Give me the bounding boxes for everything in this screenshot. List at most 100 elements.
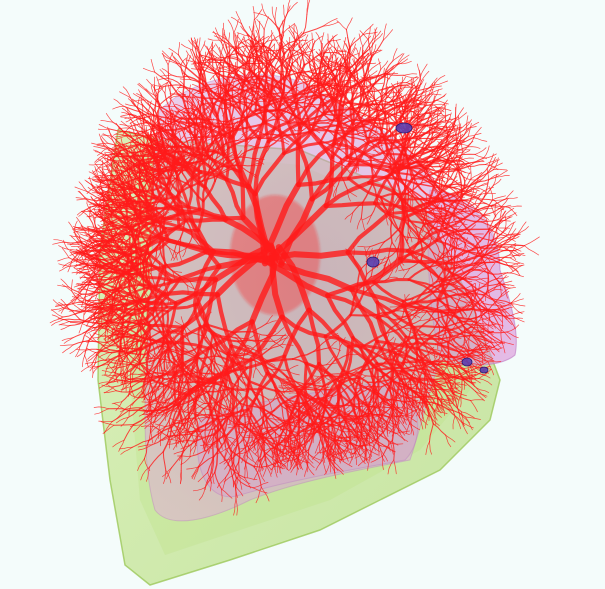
vessel-segment [303,83,306,96]
vessel-segment [158,234,168,238]
vessel-segment [117,143,122,155]
vessel-segment [147,112,169,119]
vessel-segment [188,39,196,50]
vessel-segment [62,344,74,354]
vessel-segment [288,36,291,49]
vessel-segment [93,268,107,272]
vessel-segment [122,131,135,134]
vessel-segment [232,161,242,170]
vessel-segment [294,94,315,100]
vessel-segment [159,93,174,106]
vessel-segment [83,275,92,284]
vessel-segment [257,120,290,141]
vessel-segment [113,424,135,426]
vessel-segment [165,358,167,369]
vessel-segment [84,198,96,206]
vessel-segment [83,302,96,312]
vessel-segment [128,393,140,399]
vessel-segment [271,30,273,41]
vessel-segment [117,144,122,155]
vessel-segment [253,158,265,161]
vessel-segment [323,49,326,62]
vessel-segment [141,116,146,135]
vessel-segment [212,54,220,72]
vessel-segment [83,310,85,321]
vessel-segment [177,381,189,398]
vessel-segment [121,107,132,115]
vessel-segment [224,98,247,106]
vessel-segment [218,93,231,113]
vessel-segment [87,186,98,193]
vessel-segment [76,240,89,242]
vessel-segment [136,106,143,118]
vessel-segment [229,162,239,168]
vessel-segment [127,236,163,257]
vessel-segment [211,101,223,110]
vessel-segment [232,168,243,172]
vessel-segment [141,103,144,118]
vessel-segment [86,186,96,194]
vessel-segment [125,103,136,107]
vessel-segment [92,164,103,173]
vessel-segment [281,334,290,345]
vessel-segment [208,62,220,72]
vessel-segment [238,38,250,45]
vessel-segment [272,66,286,83]
vessel-segment [154,88,161,106]
vessel-segment [135,145,139,156]
vessel-segment [166,113,172,123]
vessel-segment [61,247,70,259]
vessel-segment [242,100,258,115]
vessel-segment [290,123,296,132]
vessel-segment [246,77,253,87]
vessel-segment [219,119,226,128]
vessel-segment [208,93,213,103]
vessel-segment [260,444,263,458]
vessel-segment [59,265,70,272]
vessel-segment [94,218,98,233]
vessel-segment [233,97,245,107]
vessel-segment [255,20,259,33]
vessel-segment [218,67,222,80]
vessel-segment [238,169,246,220]
vessel-segment [119,404,132,413]
vessel-segment [86,262,95,269]
vessel-segment [119,231,125,241]
vessel-segment [193,62,199,72]
vessel-segment [100,138,109,148]
vessel-segment [183,93,190,103]
vessel-segment [93,146,106,150]
vessel-segment [93,271,112,276]
vessel-segment [251,87,258,100]
vessel-segment [193,37,198,50]
vessel-segment [206,44,216,55]
vessel-segment [199,94,203,113]
vessel-segment [192,104,199,113]
vessel-segment [316,51,325,62]
vessel-segment [191,83,204,91]
vessel-segment [73,229,84,233]
vessel-segment [235,34,240,49]
vessel-segment [138,230,149,238]
vessel-segment [187,420,196,431]
vessel-segment [377,114,387,145]
vessel-segment [288,47,293,65]
vessel-segment [164,82,167,94]
vessel-segment [120,116,132,121]
vessel-segment [192,89,204,96]
vessel-segment [195,432,197,446]
vessel-segment [137,83,148,92]
vessel-segment [234,389,243,399]
vessel-segment [158,235,209,254]
vessel-segment [217,78,220,95]
vessel-segment [209,71,220,81]
vessel-segment [163,394,167,406]
vessel-segment [229,74,240,82]
vessel-segment [86,201,98,206]
vessel-segment [238,35,245,45]
vessel-segment [76,252,81,263]
vessel-segment [153,385,164,393]
vessel-segment [178,404,186,419]
